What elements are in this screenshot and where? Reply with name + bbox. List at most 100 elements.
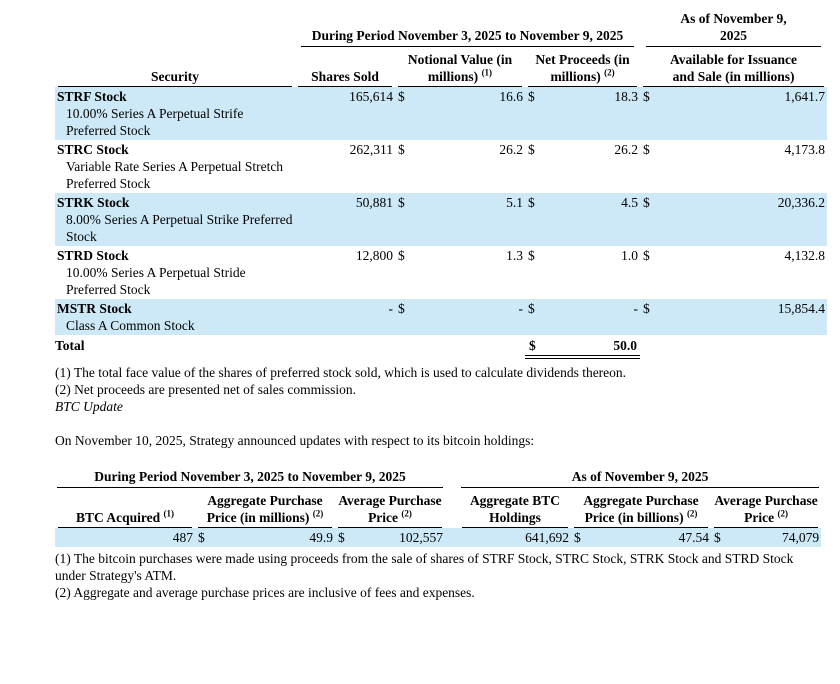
net-proceeds-value: 4.5 — [543, 193, 641, 246]
total-label: Total — [55, 338, 85, 353]
btc-col-avg-price-asof-footnote-marker: (2) — [777, 508, 788, 519]
atm-group-during-period: During Period November 3, 2025 to Novemb… — [295, 10, 640, 47]
available-value: 4,173.8 — [784, 142, 826, 157]
security-cell: STRK Stock 8.00% Series A Perpetual Stri… — [55, 193, 295, 246]
security-description: 8.00% Series A Perpetual Strike Preferre… — [66, 212, 293, 244]
atm-group-during-label: During Period November 3, 2025 to Novemb… — [311, 28, 624, 43]
btc-row-gap — [445, 528, 459, 547]
shares-sold-value: 12,800 — [355, 248, 393, 263]
btc-header-gap — [445, 488, 459, 528]
security-name: STRF Stock — [57, 89, 127, 104]
atm-col-available-label: Available for Issuance and Sale (in mill… — [670, 52, 798, 84]
dollar-sign: $ — [528, 142, 535, 157]
atm-col-net-proceeds-label: Net Proceeds (in millions) — [535, 52, 630, 84]
dollar-sign: $ — [571, 528, 589, 547]
btc-col-agg-price-billions-label: Aggregate Purchase Price (in billions) — [583, 493, 699, 525]
holdings-value: 641,692 — [459, 528, 571, 547]
dollar-sign: $ — [525, 299, 543, 335]
table-row-strd: STRD Stock 10.00% Series A Perpetual Str… — [55, 246, 827, 299]
btc-col-agg-price-millions-label: Aggregate Purchase Price (in millions) — [206, 493, 323, 525]
security-cell: STRC Stock Variable Rate Series A Perpet… — [55, 140, 295, 193]
dollar-sign: $ — [640, 193, 659, 246]
btc-col-acquired-footnote-marker: (1) — [163, 508, 175, 519]
security-description: 10.00% Series A Perpetual Stride Preferr… — [66, 265, 246, 297]
btc-footnote-2: (2) Aggregate and average purchase price… — [55, 585, 475, 600]
atm-footnote-1: (1) The total face value of the shares o… — [55, 365, 627, 380]
security-name: STRC Stock — [57, 142, 129, 157]
btc-group-gap — [445, 468, 459, 488]
atm-col-notional-footnote-marker: (1) — [481, 67, 493, 78]
btc-group-during-label: During Period November 3, 2025 to Novemb… — [94, 469, 406, 484]
notional-value: 16.6 — [413, 87, 525, 140]
net-proceeds-value: 26.2 — [614, 142, 639, 157]
btc-group-header-row: During Period November 3, 2025 to Novemb… — [55, 468, 821, 488]
table-row-mstr: MSTR Stock Class A Common Stock - $ - $ … — [55, 299, 828, 335]
atm-group-asof-label: As of November 9, 2025 — [680, 11, 787, 43]
table-row-strk: STRK Stock 8.00% Series A Perpetual Stri… — [55, 193, 828, 246]
table-row-total: Total $ 50.0 — [55, 335, 827, 360]
btc-col-agg-price-millions: Aggregate Purchase Price (in millions) (… — [195, 488, 335, 528]
dollar-sign: $ — [640, 87, 659, 140]
table-row-strf: STRF Stock 10.00% Series A Perpetual Str… — [55, 87, 828, 140]
atm-col-shares-sold-label: Shares Sold — [311, 69, 379, 84]
btc-group-as-of: As of November 9, 2025 — [459, 468, 821, 488]
dollar-sign: $ — [525, 193, 543, 246]
btc-col-acquired: BTC Acquired (1) — [55, 488, 195, 528]
notional-value: 5.1 — [413, 193, 525, 246]
security-description: Variable Rate Series A Perpetual Stretch… — [66, 159, 284, 191]
atm-group-spacer — [55, 10, 295, 47]
available-value: 1,641.7 — [658, 87, 828, 140]
dollar-sign: $ — [643, 248, 650, 263]
total-net-proceeds-value: 50.0 — [613, 338, 638, 353]
dollar-sign: $ — [395, 87, 413, 140]
dollar-sign: $ — [643, 142, 650, 157]
shares-sold-value: 165,614 — [295, 87, 395, 140]
table-row-strc: STRC Stock Variable Rate Series A Perpet… — [55, 140, 827, 193]
atm-group-as-of: As of November 9, 2025 — [640, 10, 827, 47]
btc-col-avg-price-asof: Average Purchase Price (2) — [711, 488, 821, 528]
available-value: 15,854.4 — [658, 299, 828, 335]
agg-price-millions-value: 49.9 — [213, 528, 335, 547]
notional-value: - — [413, 299, 525, 335]
agg-price-billions-value: 47.54 — [589, 528, 711, 547]
dollar-sign: $ — [528, 248, 535, 263]
net-proceeds-value: 18.3 — [543, 87, 641, 140]
atm-footnotes: (1) The total face value of the shares o… — [55, 364, 827, 398]
notional-value: 26.2 — [499, 142, 523, 157]
security-name: MSTR Stock — [57, 301, 132, 316]
shares-sold-value: 262,311 — [349, 142, 393, 157]
btc-update-heading: BTC Update — [55, 399, 123, 414]
atm-footnote-2: (2) Net proceeds are presented net of sa… — [55, 382, 357, 397]
available-value: 20,336.2 — [658, 193, 828, 246]
dollar-sign: $ — [195, 528, 213, 547]
btc-col-agg-price-millions-footnote-marker: (2) — [312, 508, 324, 519]
btc-col-holdings: Aggregate BTC Holdings — [459, 488, 571, 528]
atm-col-notional-label: Notional Value (in millions) — [407, 52, 513, 84]
security-cell: STRD Stock 10.00% Series A Perpetual Str… — [55, 246, 295, 299]
btc-update-intro: On November 10, 2025, Strategy announced… — [55, 433, 535, 448]
atm-group-header-row: During Period November 3, 2025 to Novemb… — [55, 10, 827, 47]
btc-footnote-1: (1) The bitcoin purchases were made usin… — [55, 551, 794, 583]
atm-column-header-row: Security Shares Sold Notional Value (in … — [55, 47, 827, 87]
dollar-sign: $ — [711, 528, 729, 547]
dollar-sign: $ — [525, 87, 543, 140]
atm-col-net-proceeds: Net Proceeds (in millions) (2) — [525, 47, 640, 87]
atm-sales-table: During Period November 3, 2025 to Novemb… — [55, 10, 828, 360]
atm-col-security: Security — [55, 47, 295, 87]
btc-col-agg-price-billions: Aggregate Purchase Price (in billions) (… — [571, 488, 711, 528]
notional-value: 1.3 — [506, 248, 523, 263]
dollar-sign: $ — [398, 248, 405, 263]
security-description: Class A Common Stock — [66, 318, 195, 333]
btc-data-row: 487 $ 49.9 $ 102,557 641,692 $ 47.54 $ 7… — [55, 528, 822, 547]
dollar-sign: $ — [529, 338, 536, 353]
btc-col-avg-price-period: Average Purchase Price (2) — [335, 488, 445, 528]
btc-col-agg-price-billions-footnote-marker: (2) — [686, 508, 698, 519]
btc-group-during-period: During Period November 3, 2025 to Novemb… — [55, 468, 445, 488]
avg-price-asof-value: 74,079 — [729, 528, 822, 547]
btc-col-holdings-label: Aggregate BTC Holdings — [469, 493, 561, 525]
net-proceeds-value: - — [543, 299, 641, 335]
net-proceeds-value: 1.0 — [621, 248, 639, 263]
dollar-sign: $ — [398, 142, 405, 157]
avg-price-period-value: 102,557 — [353, 528, 445, 547]
btc-col-avg-price-period-footnote-marker: (2) — [401, 508, 412, 519]
